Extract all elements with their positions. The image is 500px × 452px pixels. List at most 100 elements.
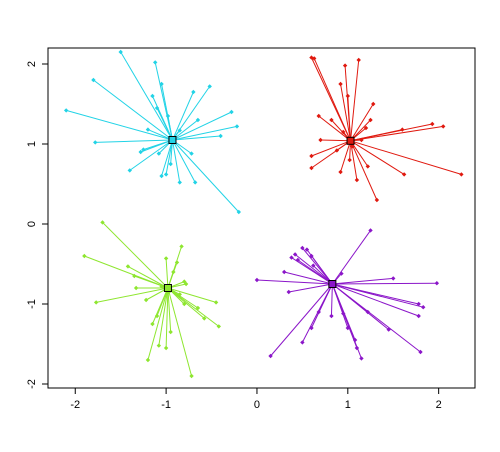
data-point <box>339 271 344 276</box>
data-point <box>289 255 294 260</box>
data-point <box>354 177 360 183</box>
data-point <box>118 49 123 55</box>
data-point <box>416 313 421 319</box>
cluster-centroid <box>346 136 355 145</box>
cluster-1 <box>63 49 241 215</box>
data-point <box>347 157 352 163</box>
data-point <box>371 101 376 107</box>
cluster-spoke <box>172 139 196 183</box>
data-point <box>282 269 287 275</box>
x-tick-label: 2 <box>436 399 442 411</box>
cluster-spoke <box>297 259 333 285</box>
data-point <box>329 313 334 319</box>
data-point <box>338 169 343 175</box>
data-point <box>345 93 351 99</box>
cluster-spoke <box>294 254 333 285</box>
data-point <box>311 56 317 61</box>
data-point <box>386 327 391 332</box>
data-point <box>145 357 151 363</box>
data-point <box>334 148 340 153</box>
data-point <box>341 311 346 316</box>
y-tick-label: 2 <box>26 61 38 67</box>
cluster-spoke <box>350 59 360 141</box>
data-point <box>191 89 196 95</box>
data-point <box>159 81 164 87</box>
cluster-spoke <box>167 287 217 303</box>
data-point <box>174 260 180 265</box>
cluster-spoke <box>270 283 333 357</box>
data-point <box>156 151 162 156</box>
cluster-spoke <box>93 79 173 141</box>
cluster-spoke <box>318 283 333 313</box>
data-point <box>295 257 301 263</box>
series-layer <box>63 49 464 379</box>
data-point <box>125 264 131 269</box>
cluster-spoke <box>171 139 181 183</box>
cluster-spoke <box>284 271 333 285</box>
y-tick-label: 1 <box>26 141 38 147</box>
cluster-spoke <box>129 139 173 171</box>
cluster-spoke <box>161 139 173 177</box>
data-point <box>316 309 321 315</box>
axes: -2 -1 0 1 2 -2 -1 0 1 2 <box>26 61 442 411</box>
data-point <box>163 345 169 351</box>
data-point <box>168 161 173 167</box>
data-point <box>159 173 164 179</box>
cluster-spoke <box>165 287 169 349</box>
data-point <box>132 273 137 279</box>
data-point <box>359 356 364 361</box>
data-point <box>183 281 189 287</box>
data-point <box>154 105 160 111</box>
data-point <box>434 281 440 286</box>
cluster-spoke <box>172 86 211 141</box>
cluster-spoke <box>165 258 169 289</box>
cluster-spoke <box>330 283 333 317</box>
data-point <box>138 149 143 155</box>
data-point <box>141 147 146 152</box>
x-tick-label: -1 <box>161 399 171 411</box>
data-point <box>430 121 435 127</box>
data-point <box>145 127 151 132</box>
data-point <box>153 60 158 65</box>
cluster-spoke <box>318 115 351 142</box>
cluster-spoke <box>350 140 405 175</box>
cluster-spoke <box>350 125 444 142</box>
data-point <box>374 197 380 203</box>
data-point <box>356 57 361 63</box>
data-point <box>300 340 305 345</box>
data-point <box>401 172 407 177</box>
cluster-spoke <box>332 283 421 353</box>
data-point <box>286 289 291 295</box>
data-point <box>189 151 194 156</box>
data-point <box>202 316 207 321</box>
data-point <box>342 63 348 68</box>
data-point <box>400 127 405 132</box>
data-point <box>189 373 194 379</box>
cluster-4 <box>254 228 440 361</box>
y-tick-label: 0 <box>26 221 38 227</box>
data-point <box>163 256 169 261</box>
x-tick-label: 1 <box>345 399 351 411</box>
data-point <box>163 172 169 177</box>
cluster-spoke <box>167 287 220 327</box>
data-point <box>93 300 99 305</box>
data-point <box>359 137 364 143</box>
cluster-spoke <box>167 287 172 333</box>
data-point <box>229 109 234 115</box>
x-tick-label: -2 <box>70 399 80 411</box>
data-point <box>318 137 323 143</box>
cluster-centroid <box>328 280 337 288</box>
cluster-spoke <box>152 95 173 141</box>
data-point <box>234 124 240 129</box>
data-point <box>195 117 201 123</box>
data-point <box>236 209 241 215</box>
data-point <box>82 253 87 259</box>
data-point <box>304 247 310 252</box>
data-point <box>309 253 314 259</box>
cluster-spoke <box>332 283 419 317</box>
data-point <box>177 128 182 133</box>
cluster-spoke <box>66 109 173 141</box>
cluster-spoke <box>172 91 194 141</box>
data-point <box>150 321 155 327</box>
plot-frame <box>47 47 476 389</box>
